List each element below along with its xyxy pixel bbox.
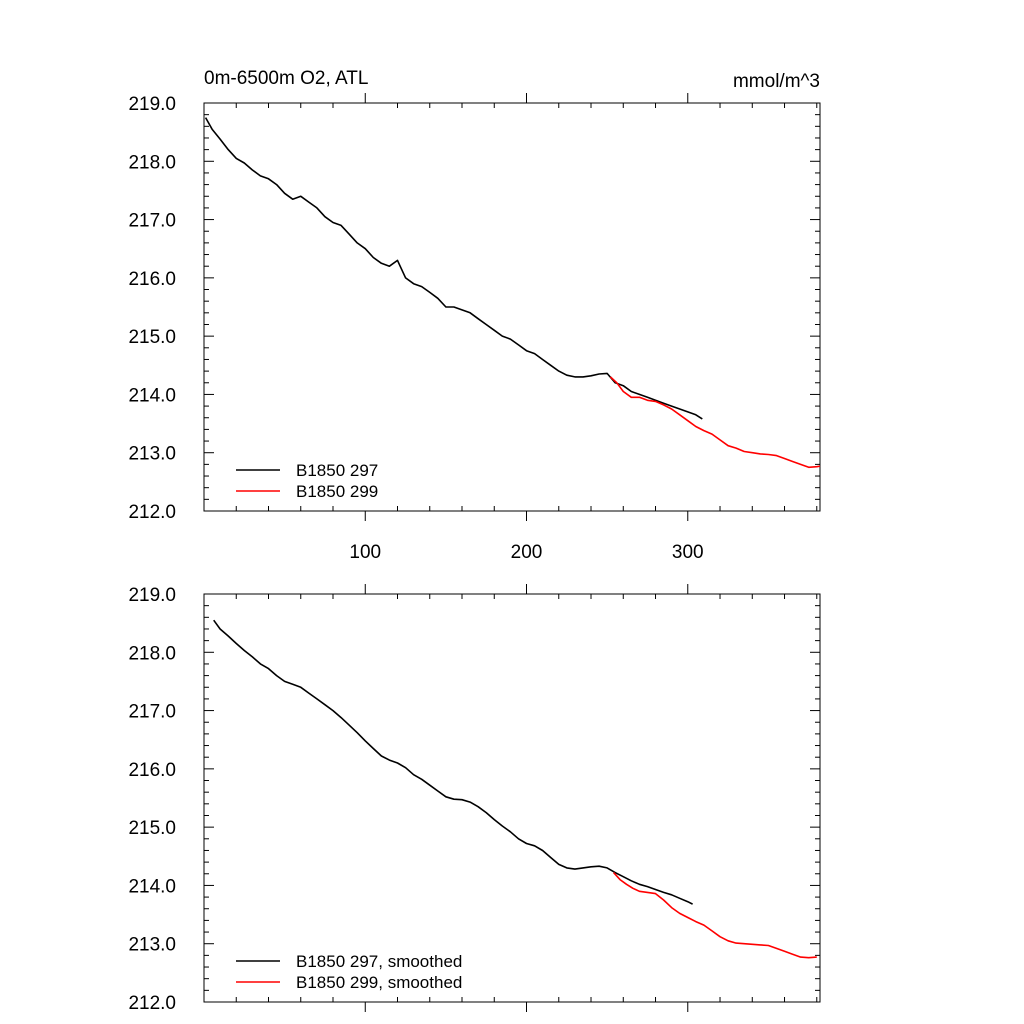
- y-tick-label: 219.0: [128, 585, 176, 606]
- series-line: [213, 619, 693, 905]
- y-tick-label: 213.0: [128, 444, 176, 465]
- chart-title: 0m-6500m O2, ATL: [204, 68, 368, 89]
- y-tick-label: 216.0: [128, 760, 176, 781]
- y-tick-label: 217.0: [128, 702, 176, 723]
- y-tick-label: 215.0: [128, 327, 176, 348]
- x-tick-label: 100: [349, 542, 381, 563]
- plot-frame: [203, 102, 821, 512]
- legend-label: B1850 299, smoothed: [296, 973, 462, 992]
- y-tick-label: 219.0: [128, 94, 176, 115]
- y-tick-label: 214.0: [128, 385, 176, 406]
- x-tick-label: 300: [672, 542, 704, 563]
- y-tick-label: 216.0: [128, 269, 176, 290]
- plot-frame: [203, 593, 821, 1003]
- y-tick-label: 213.0: [128, 935, 176, 956]
- y-tick-label: 218.0: [128, 643, 176, 664]
- legend-label: B1850 297: [296, 461, 378, 480]
- legend-label: B1850 297, smoothed: [296, 952, 462, 971]
- y-tick-label: 214.0: [128, 876, 176, 897]
- y-tick-label: 215.0: [128, 818, 176, 839]
- y-tick-label: 218.0: [128, 152, 176, 173]
- series-line: [204, 117, 703, 420]
- series-line: [613, 872, 817, 959]
- y-tick-label: 217.0: [128, 211, 176, 232]
- bottom-panel: 212.0 213.0 214.0 215.0 216.0 217.0 218.0 219.0…: [128, 584, 821, 1014]
- y-tick-label: 212.0: [128, 502, 176, 523]
- legend-label: B1850 299: [296, 482, 378, 501]
- units-label: mmol/m^3: [733, 71, 820, 92]
- y-tick-label: 212.0: [128, 993, 176, 1014]
- x-tick-label: 200: [511, 542, 543, 563]
- top-panel: 212.0 213.0 214.0 215.0 216.0 217.0 218.0 219.0…: [128, 93, 821, 563]
- series-line: [609, 376, 821, 469]
